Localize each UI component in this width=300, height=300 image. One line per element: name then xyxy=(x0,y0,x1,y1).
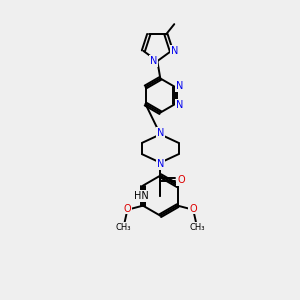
Text: O: O xyxy=(177,175,185,185)
Text: N: N xyxy=(176,81,183,91)
Text: HN: HN xyxy=(134,191,149,201)
Text: N: N xyxy=(150,56,158,66)
Text: N: N xyxy=(157,128,164,138)
Text: N: N xyxy=(171,46,178,56)
Text: CH₃: CH₃ xyxy=(189,223,205,232)
Text: CH₃: CH₃ xyxy=(116,223,131,232)
Text: N: N xyxy=(176,100,183,110)
Text: O: O xyxy=(124,204,131,214)
Text: N: N xyxy=(157,159,164,169)
Text: O: O xyxy=(189,204,197,214)
